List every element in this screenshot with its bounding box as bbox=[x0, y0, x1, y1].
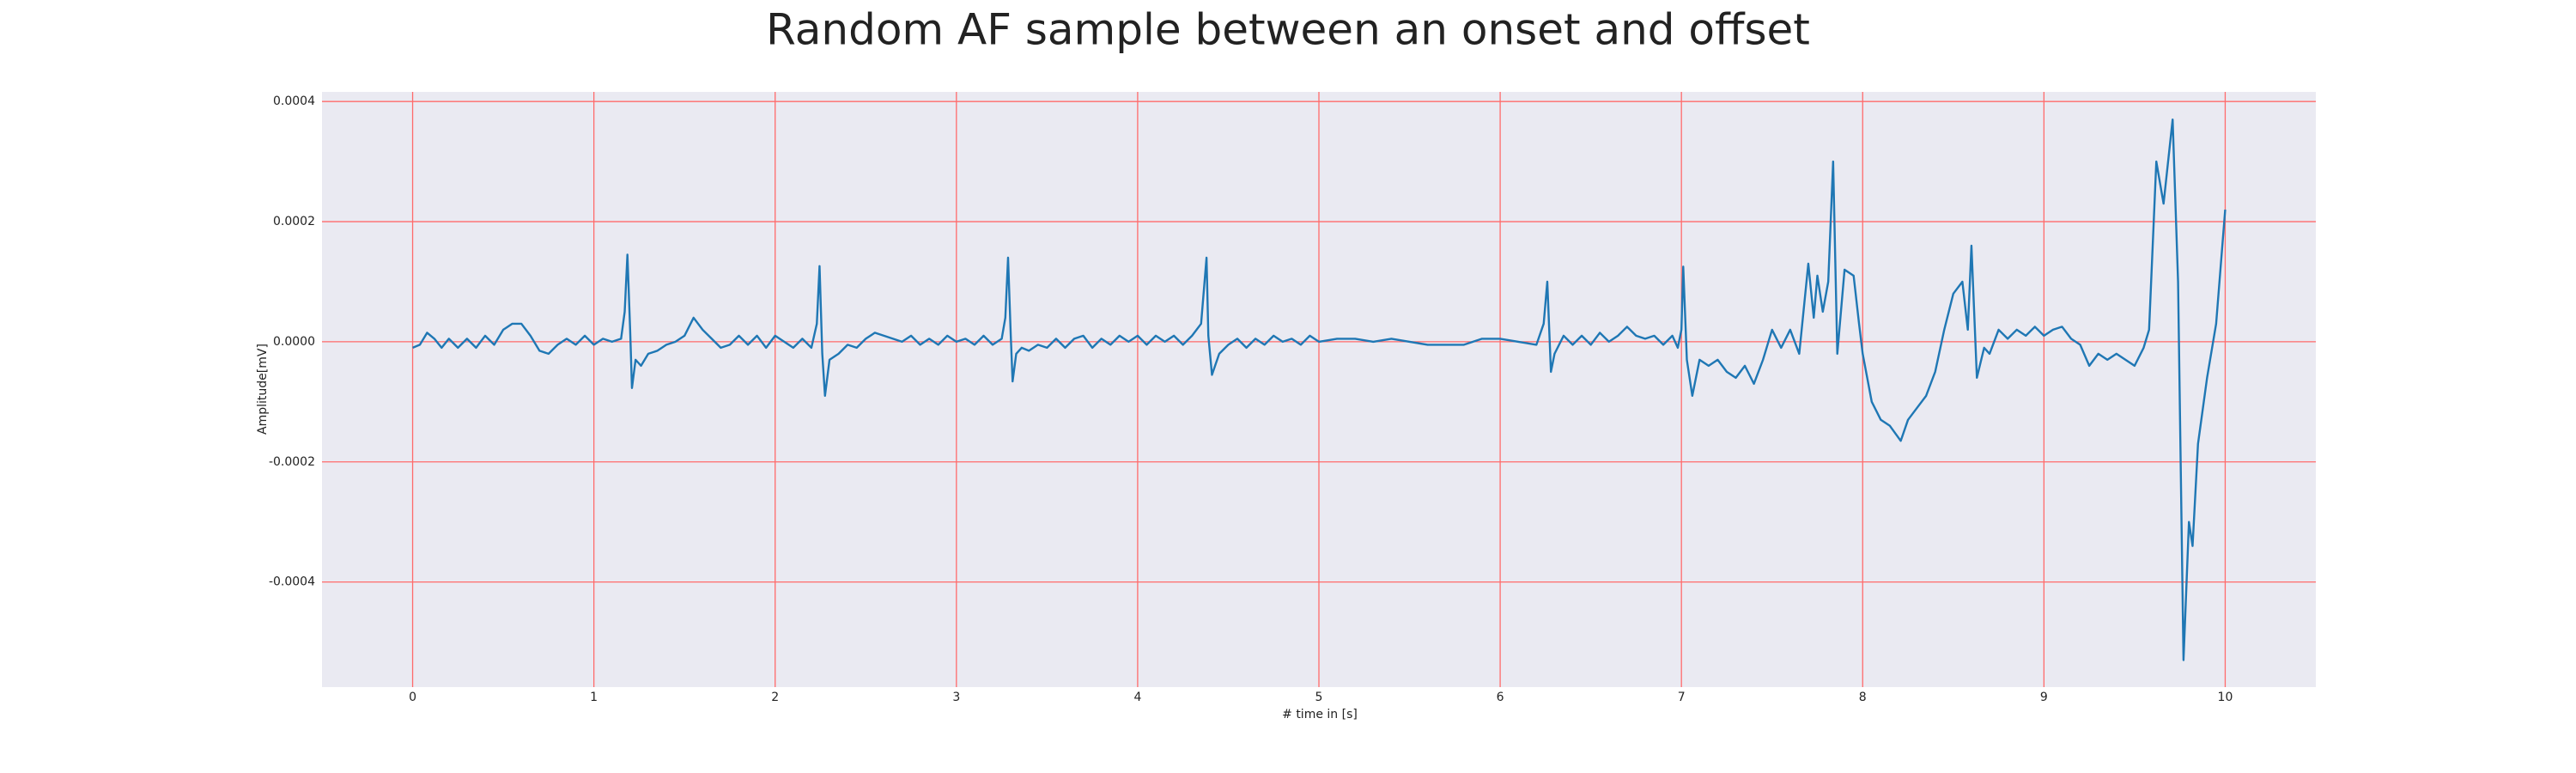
x-tick-label: 7 bbox=[1678, 691, 1686, 704]
y-tick-label: 0.0004 bbox=[273, 94, 315, 108]
chart-title: Random AF sample between an onset and of… bbox=[766, 5, 1810, 55]
x-tick-label: 9 bbox=[2040, 691, 2048, 704]
signal-line bbox=[412, 118, 2227, 661]
x-tick-label: 5 bbox=[1315, 691, 1323, 704]
y-tick-label: -0.0002 bbox=[269, 455, 315, 469]
y-tick-label: 0.0002 bbox=[273, 215, 315, 228]
y-tick-label: -0.0004 bbox=[269, 575, 315, 589]
x-tick-label: 3 bbox=[952, 691, 960, 704]
y-axis-label: Amplitude[mV] bbox=[256, 344, 270, 435]
x-tick-label: 10 bbox=[2218, 691, 2233, 704]
x-tick-label: 1 bbox=[590, 691, 598, 704]
x-tick-label: 2 bbox=[771, 691, 779, 704]
x-tick-label: 4 bbox=[1133, 691, 1141, 704]
x-tick-label: 8 bbox=[1859, 691, 1867, 704]
x-axis-label: # time in [s] bbox=[1282, 708, 1358, 721]
y-tick-label: 0.0000 bbox=[273, 335, 315, 349]
x-tick-label: 6 bbox=[1497, 691, 1504, 704]
x-tick-label: 0 bbox=[409, 691, 416, 704]
